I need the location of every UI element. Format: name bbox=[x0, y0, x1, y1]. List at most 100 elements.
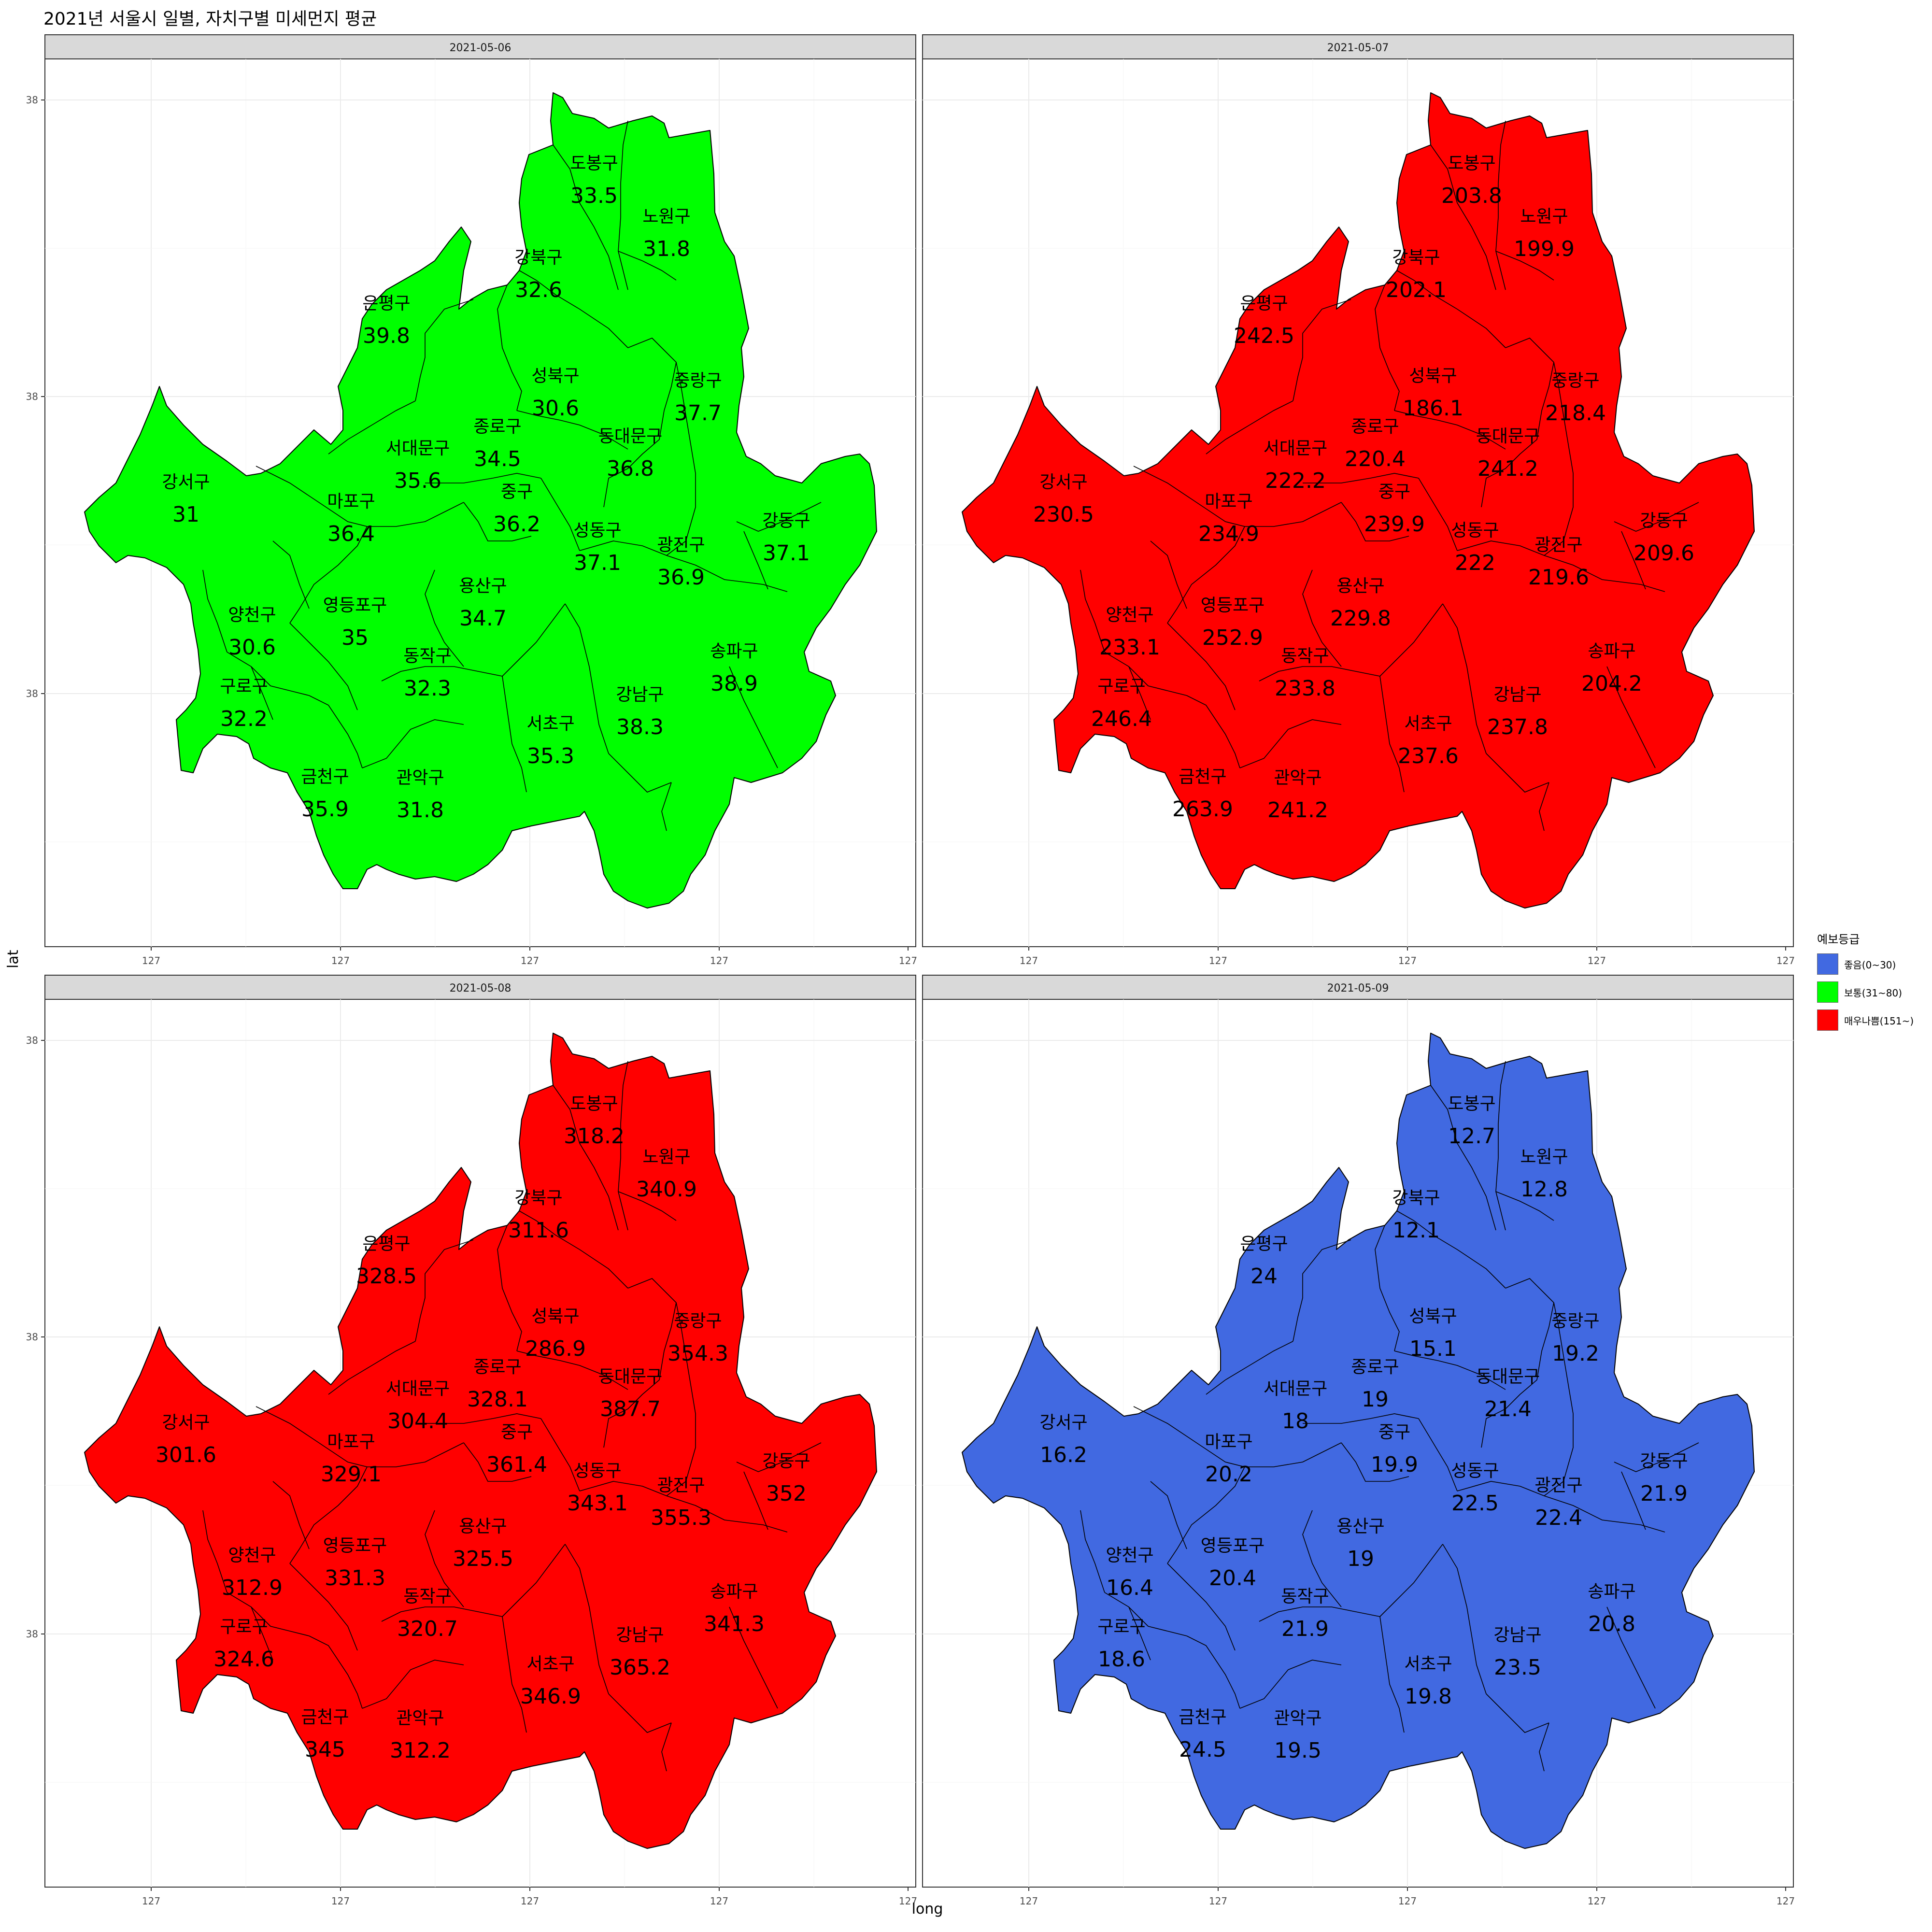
x-tick-label: 127 bbox=[1209, 1895, 1227, 1907]
district-name-label: 동작구 bbox=[1281, 646, 1329, 666]
district-name-label: 마포구 bbox=[1205, 492, 1252, 511]
district-border bbox=[736, 502, 822, 532]
district-name-label: 동대문구 bbox=[598, 1367, 662, 1387]
district-border bbox=[1150, 540, 1187, 609]
district-border bbox=[666, 555, 788, 592]
district-name-label: 강북구 bbox=[1392, 1188, 1440, 1208]
district-value-label: 23.5 bbox=[1494, 1655, 1541, 1680]
district-value-label: 328.1 bbox=[467, 1387, 528, 1412]
district-value-label: 346.9 bbox=[520, 1684, 581, 1709]
district-border bbox=[502, 1616, 527, 1733]
district-border bbox=[227, 652, 310, 696]
district-name-label: 노원구 bbox=[642, 207, 690, 227]
district-value-label: 230.5 bbox=[1033, 502, 1094, 527]
y-tick-label: 38 bbox=[26, 1331, 38, 1343]
y-tick-label: 38 bbox=[26, 94, 38, 106]
district-value-label: 237.8 bbox=[1487, 715, 1548, 739]
district-name-label: 은평구 bbox=[362, 1234, 410, 1254]
district-value-label: 352 bbox=[766, 1481, 807, 1506]
district-name-label: 성북구 bbox=[1409, 1307, 1457, 1326]
district-name-label: 관악구 bbox=[396, 768, 444, 788]
district-name-label: 성북구 bbox=[1409, 366, 1457, 386]
district-border bbox=[1259, 666, 1380, 682]
district-value-label: 34.5 bbox=[474, 447, 521, 471]
district-value-label: 222.2 bbox=[1265, 469, 1326, 493]
district-border bbox=[565, 603, 609, 754]
district-border bbox=[425, 1510, 464, 1607]
district-border bbox=[1486, 753, 1549, 793]
district-name-label: 중구 bbox=[501, 482, 533, 502]
district-border bbox=[1495, 1191, 1554, 1221]
x-tick-label: 127 bbox=[1588, 1895, 1606, 1907]
district-border bbox=[1614, 502, 1699, 532]
y-tick-label: 38 bbox=[26, 1628, 38, 1640]
district-name-label: 도봉구 bbox=[570, 154, 618, 173]
district-value-label: 24 bbox=[1250, 1264, 1278, 1289]
district-value-label: 36.9 bbox=[657, 565, 705, 590]
district-border bbox=[729, 1606, 778, 1709]
district-borders bbox=[1080, 120, 1699, 831]
legend: 예보등급 좋음(0~30) 보통(31~80) 매우나쁨(151~) bbox=[1817, 930, 1914, 1036]
facet-panel-1: 2021-05-06 도봉구 33.5 노원구 31.8 강북구 32.6 은평구 39.8 성북… bbox=[26, 34, 917, 966]
district-border bbox=[553, 144, 619, 290]
district-border bbox=[516, 410, 628, 450]
district-value-label: 324.6 bbox=[213, 1647, 274, 1672]
district-name-label: 중랑구 bbox=[1551, 371, 1599, 391]
district-border bbox=[1430, 144, 1496, 290]
district-border bbox=[328, 400, 416, 455]
district-value-label: 263.9 bbox=[1172, 797, 1233, 822]
x-tick-label: 127 bbox=[1398, 1895, 1417, 1907]
district-value-label: 233.8 bbox=[1275, 676, 1335, 701]
district-value-label: 204.2 bbox=[1581, 671, 1642, 696]
district-border bbox=[328, 1341, 416, 1395]
x-tick-label: 127 bbox=[1776, 1895, 1795, 1907]
district-border bbox=[289, 1563, 358, 1651]
district-border bbox=[1495, 251, 1554, 281]
district-border bbox=[425, 1413, 541, 1424]
district-border bbox=[1394, 1350, 1506, 1390]
district-border bbox=[1379, 1616, 1405, 1733]
district-value-label: 31 bbox=[172, 502, 199, 527]
district-name-label: 강북구 bbox=[1392, 248, 1440, 268]
district-name-label: 양천구 bbox=[1106, 1546, 1153, 1565]
district-name-label: 서대문구 bbox=[386, 1379, 450, 1399]
district-border bbox=[256, 1406, 368, 1467]
district-name-label: 서초구 bbox=[526, 714, 574, 734]
district-value-label: 22.4 bbox=[1535, 1506, 1582, 1530]
legend-key-very-bad bbox=[1817, 1009, 1838, 1031]
district-border bbox=[362, 1660, 464, 1709]
district-border bbox=[1442, 603, 1487, 754]
district-value-label: 19.5 bbox=[1274, 1738, 1321, 1763]
district-value-label: 32.6 bbox=[515, 278, 562, 302]
district-name-label: 광진구 bbox=[1534, 535, 1582, 555]
district-border bbox=[1379, 1544, 1443, 1617]
district-name-label: 성북구 bbox=[531, 1307, 579, 1326]
district-value-label: 222 bbox=[1455, 551, 1495, 575]
district-border bbox=[1186, 1635, 1240, 1709]
district-border bbox=[1481, 362, 1554, 508]
district-value-label: 325.5 bbox=[453, 1547, 513, 1571]
district-border bbox=[618, 1061, 628, 1231]
district-border bbox=[579, 540, 667, 556]
legend-item-very-bad: 매우나쁨(151~) bbox=[1817, 1008, 1914, 1033]
district-value-label: 30.6 bbox=[228, 635, 276, 660]
district-value-label: 24.5 bbox=[1179, 1737, 1226, 1762]
district-value-label: 38.3 bbox=[616, 715, 664, 739]
district-border bbox=[367, 502, 464, 527]
district-value-label: 361.4 bbox=[486, 1452, 547, 1477]
district-name-label: 종로구 bbox=[473, 1357, 521, 1377]
y-axis-title: lat bbox=[5, 950, 22, 968]
district-name-label: 성북구 bbox=[531, 366, 579, 386]
district-name-label: 강서구 bbox=[1039, 472, 1087, 492]
x-tick-label: 127 bbox=[142, 955, 160, 966]
district-border bbox=[1167, 526, 1245, 624]
district-value-label: 35.9 bbox=[301, 797, 349, 822]
district-border bbox=[1080, 569, 1105, 653]
district-value-label: 328.5 bbox=[356, 1264, 417, 1289]
district-value-label: 242.5 bbox=[1234, 324, 1294, 348]
district-value-label: 312.9 bbox=[222, 1576, 283, 1600]
district-value-label: 19 bbox=[1347, 1547, 1374, 1571]
district-border bbox=[1150, 1481, 1187, 1549]
district-value-label: 35 bbox=[341, 625, 369, 650]
legend-label-normal: 보통(31~80) bbox=[1844, 987, 1903, 999]
